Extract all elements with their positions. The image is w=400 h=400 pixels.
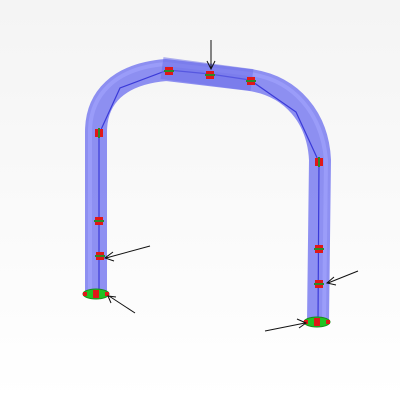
arrow-right-low (325, 270, 359, 286)
arrow-left-cap (107, 295, 136, 314)
node-top-center[interactable] (205, 71, 215, 79)
node-accent (246, 80, 256, 82)
node-top-right[interactable] (246, 77, 256, 85)
node-right-mid[interactable] (314, 245, 324, 253)
pipe-nodes[interactable] (94, 67, 324, 288)
node-left-top[interactable] (95, 128, 103, 138)
annotation-arrows (103, 40, 359, 332)
node-accent (95, 255, 105, 257)
node-left-low[interactable] (95, 252, 105, 260)
node-right-top[interactable] (315, 157, 323, 167)
end-cap-marker (83, 292, 87, 296)
arrow-right-cap (264, 318, 308, 332)
pipe-end-caps[interactable] (82, 288, 331, 328)
node-accent (314, 283, 324, 285)
node-right-low[interactable] (314, 280, 324, 288)
node-left-mid[interactable] (94, 217, 104, 225)
end-cap-marker (304, 320, 308, 324)
end-cap-marker (326, 320, 330, 324)
end-cap-right[interactable] (303, 316, 331, 328)
end-cap-marker (105, 292, 109, 296)
arrow-left-low (103, 245, 151, 262)
end-cap-left[interactable] (82, 288, 110, 300)
node-accent (318, 157, 320, 167)
node-accent (94, 220, 104, 222)
node-accent (314, 248, 324, 250)
arrow-top-center (206, 40, 216, 71)
node-accent (98, 128, 100, 138)
node-top-left[interactable] (164, 67, 174, 75)
node-accent (205, 74, 215, 76)
node-accent (164, 70, 174, 72)
end-cap-marker (93, 290, 99, 298)
end-cap-marker (314, 318, 320, 326)
